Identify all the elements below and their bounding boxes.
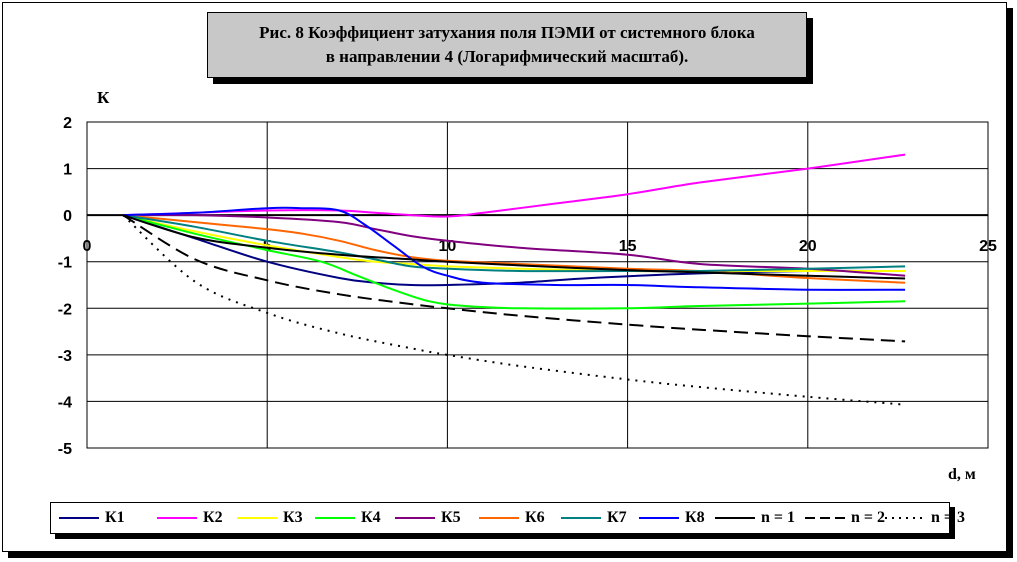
series-line-4 (122, 214, 906, 310)
chart-title-line2: в направлении 4 (Логарифмический масштаб… (325, 47, 689, 66)
legend-label: К8 (685, 509, 705, 526)
legend-item: К7 (559, 507, 627, 529)
x-tick-label: 0 (83, 238, 92, 255)
x-tick-label: 5 (263, 238, 272, 255)
series-line-9 (122, 214, 906, 280)
series-line-10 (122, 214, 906, 343)
series-line-7 (122, 214, 906, 273)
legend-item: К2 (155, 507, 223, 529)
x-tick-labels: 0 5 10 15 20 25 (83, 238, 997, 255)
y-tick-label: -1 (58, 255, 72, 272)
legend-label: n = 3 (931, 509, 966, 526)
legend-swatch (805, 517, 845, 519)
y-tick-labels: 2 1 0 -1 -2 -3 -4 -5 (58, 115, 72, 458)
legend-swatch (237, 517, 277, 519)
x-tick-label: 25 (979, 238, 997, 255)
legend-label: n = 1 (761, 509, 796, 526)
y-tick-label: -2 (58, 301, 72, 318)
legend-label: К1 (105, 509, 125, 526)
legend-swatch (395, 517, 435, 519)
y-tick-label: 1 (63, 162, 72, 179)
series-line-2 (122, 153, 906, 218)
legend-item: n = 1 (713, 507, 795, 529)
series-line-5 (122, 213, 906, 277)
series-line-8 (122, 206, 906, 291)
x-tick-label: 15 (619, 238, 637, 255)
legend-swatch (479, 517, 519, 519)
legend-label: К4 (361, 509, 381, 526)
legend-item: К4 (313, 507, 381, 529)
legend-swatch (639, 517, 679, 519)
series-line-11 (122, 214, 906, 406)
y-tick-label: -3 (58, 348, 72, 365)
legend-swatch (561, 517, 601, 519)
legend-swatch (885, 517, 925, 519)
legend-item: К8 (637, 507, 705, 529)
legend-label: К3 (283, 509, 303, 526)
y-tick-label: -4 (58, 394, 72, 411)
x-tick-label: 10 (439, 238, 457, 255)
legend-label: К6 (525, 509, 545, 526)
chart-title: Рис. 8 Коэффициент затухания поля ПЭМИ о… (207, 12, 807, 78)
legend-item: n = 3 (883, 507, 965, 529)
legend-swatch (59, 517, 99, 519)
legend-label: К7 (607, 509, 627, 526)
legend-item: К3 (235, 507, 303, 529)
legend-swatch (715, 517, 755, 519)
y-tick-label: -5 (58, 441, 72, 458)
series-lines (122, 153, 906, 406)
y-tick-label: 2 (63, 115, 72, 132)
series-line-6 (122, 214, 906, 284)
legend-swatch (315, 517, 355, 519)
x-tick-label: 20 (799, 238, 817, 255)
legend-swatch (157, 517, 197, 519)
legend-item: К6 (477, 507, 545, 529)
legend-label: К5 (441, 509, 461, 526)
y-tick-label: 0 (63, 208, 72, 225)
legend-item: n = 2 (803, 507, 885, 529)
x-axis-label: d, м (948, 466, 976, 483)
legend-label: n = 2 (851, 509, 886, 526)
legend-label: К2 (203, 509, 223, 526)
legend-item: К5 (393, 507, 461, 529)
legend-item: К1 (57, 507, 125, 529)
y-axis-label: К (97, 88, 110, 107)
chart-title-line1: Рис. 8 Коэффициент затухания поля ПЭМИ о… (259, 23, 755, 42)
legend: К1 К2 К3 К4 К5 К6 К7 К8 n = 1 n = 2 n = 3 (50, 502, 965, 534)
